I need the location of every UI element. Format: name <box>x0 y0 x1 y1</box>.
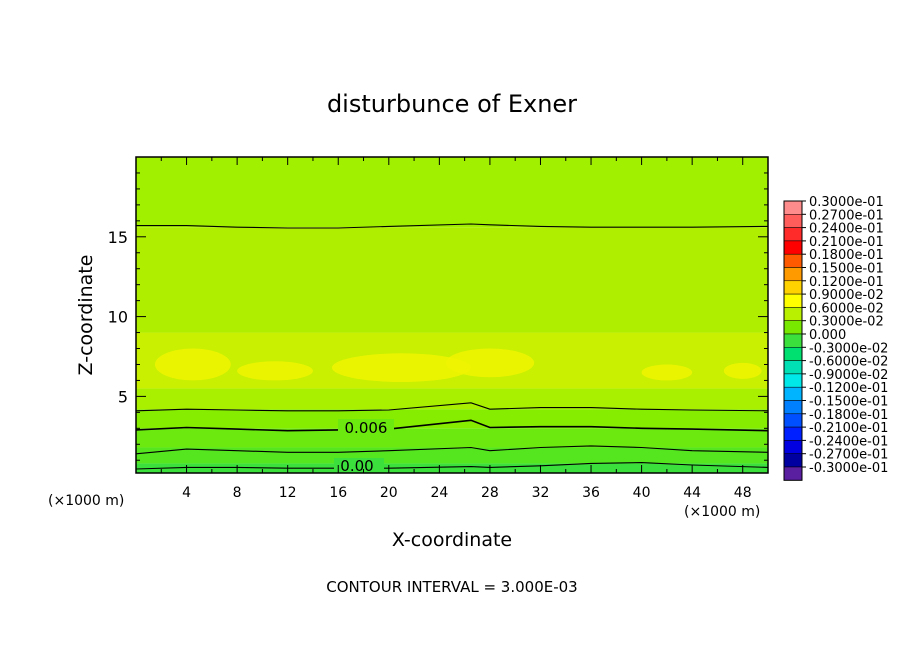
field-highlight <box>331 353 471 383</box>
chart-title: disturbunce of Exner <box>327 90 577 118</box>
field-highlight <box>723 362 762 379</box>
field-highlight <box>237 361 313 381</box>
field-band <box>136 428 768 448</box>
x-tick-label: 36 <box>582 485 600 501</box>
contour-line <box>136 445 768 455</box>
plot-area: 0.006 0.00 <box>136 157 768 475</box>
colorbar-label: 0.1500e-01 <box>809 262 884 277</box>
colorbar-label: -0.1800e-01 <box>809 408 888 423</box>
colorbar-label: 0.2700e-01 <box>809 208 884 223</box>
colorbar-label: -0.1500e-01 <box>809 395 888 410</box>
colorbar-label: -0.2400e-01 <box>809 434 888 449</box>
contour-line <box>136 419 768 432</box>
colorbar-swatch <box>783 400 803 415</box>
colorbar-swatch <box>783 320 803 335</box>
field-band <box>136 409 768 429</box>
colorbar-swatch <box>783 267 803 282</box>
y-unit-label: (×1000 m) <box>48 493 124 509</box>
colorbar-swatch <box>783 307 803 321</box>
colorbar-label: 0.3000e-01 <box>809 195 884 210</box>
colorbar-swatch <box>783 426 803 441</box>
y-tick-label: 15 <box>108 228 128 247</box>
contour-label: 0.006 <box>345 419 388 437</box>
colorbar-label: 0.1200e-01 <box>809 275 884 290</box>
y-axis-label: Z-coordinate <box>75 255 97 376</box>
x-tick-label: 44 <box>683 485 701 501</box>
colorbar-label: -0.3000e-02 <box>809 341 888 356</box>
colorbar-label: 0.6000e-02 <box>809 301 884 316</box>
field-band <box>136 157 768 228</box>
contour-line <box>136 223 768 229</box>
contour-label-bg <box>338 419 394 437</box>
contour-interval-note: CONTOUR INTERVAL = 3.000E-03 <box>326 578 577 596</box>
colorbar-swatch <box>783 373 803 388</box>
colorbar-label: -0.6000e-02 <box>809 355 888 370</box>
field-highlight <box>641 364 693 381</box>
x-tick-label: 48 <box>734 485 752 501</box>
colorbar-swatch <box>783 440 803 454</box>
colorbar-swatch <box>783 413 803 428</box>
field-band <box>136 463 768 473</box>
colorbar-label: 0.000 <box>809 328 846 343</box>
colorbar-label: -0.2100e-01 <box>809 421 888 436</box>
contour-label: 0.00 <box>340 457 373 475</box>
x-tick-label: 8 <box>233 485 242 501</box>
x-unit-label: (×1000 m) <box>684 504 760 520</box>
x-tick-label: 40 <box>633 485 651 501</box>
colorbar-label: 0.9000e-02 <box>809 288 884 303</box>
contour-line <box>136 402 768 412</box>
x-tick-label: 24 <box>430 485 448 501</box>
colorbar-label: 0.2100e-01 <box>809 235 884 250</box>
colorbar-swatch <box>783 386 803 401</box>
colorbar-swatch <box>783 293 803 308</box>
colorbar-swatch <box>783 347 803 361</box>
field-band <box>136 227 768 333</box>
field-highlight <box>445 348 535 378</box>
colorbar-label: 0.2400e-01 <box>809 222 884 237</box>
colorbar-swatch <box>783 240 803 255</box>
colorbar-swatch <box>783 214 803 228</box>
colorbar-swatch <box>783 200 803 215</box>
y-tick-label: 10 <box>108 308 128 327</box>
x-tick-label: 4 <box>182 485 191 501</box>
colorbar-label: -0.9000e-02 <box>809 368 888 383</box>
x-axis-label: X-coordinate <box>392 529 512 551</box>
field-highlight <box>154 348 231 381</box>
colorbar-swatch <box>783 466 803 481</box>
field-band <box>136 388 768 410</box>
y-tick-label: 5 <box>118 387 128 406</box>
field-band <box>136 447 768 464</box>
contour-label-bg <box>334 458 384 473</box>
colorbar-swatch <box>783 453 803 468</box>
x-tick-label: 32 <box>532 485 550 501</box>
plot-frame <box>135 156 769 474</box>
colorbar-label: 0.1800e-01 <box>809 248 884 263</box>
colorbar-label: -0.2700e-01 <box>809 448 888 463</box>
field: 0.006 0.00 <box>136 157 768 475</box>
x-tick-label: 12 <box>279 485 297 501</box>
colorbar-frame <box>783 200 803 481</box>
x-tick-label: 28 <box>481 485 499 501</box>
colorbar-swatch <box>783 227 803 242</box>
x-tick-label: 16 <box>329 485 347 501</box>
colorbar-swatch <box>783 280 803 295</box>
colorbar-label: -0.3000e-01 <box>809 461 888 476</box>
colorbar-swatch <box>783 360 803 375</box>
colorbar-label: 0.3000e-02 <box>809 315 884 330</box>
colorbar-swatch <box>783 333 803 348</box>
colorbar-swatch <box>783 253 803 268</box>
x-tick-label: 20 <box>380 485 398 501</box>
colorbar: 0.3000e-010.2700e-010.2400e-010.2100e-01… <box>783 195 888 481</box>
colorbar-label: -0.1200e-01 <box>809 381 888 396</box>
